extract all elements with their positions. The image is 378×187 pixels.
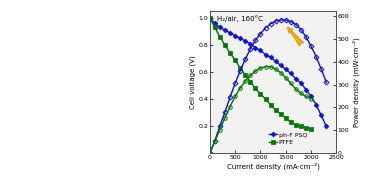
- ph-F PSQ: [279, 64, 283, 67]
- Line: ph-F PSQ: ph-F PSQ: [208, 16, 328, 128]
- PTFE: [248, 80, 253, 83]
- Line: PTFE: PTFE: [208, 16, 313, 131]
- ph-F PSQ: [208, 17, 212, 19]
- ph-F PSQ: [314, 103, 318, 106]
- PTFE: [208, 17, 212, 19]
- ph-F PSQ: [223, 29, 227, 31]
- ph-F PSQ: [294, 78, 298, 80]
- ph-F PSQ: [324, 125, 328, 127]
- PTFE: [258, 93, 263, 95]
- ph-F PSQ: [304, 89, 308, 91]
- Text: H₂/air, 160°C: H₂/air, 160°C: [217, 16, 263, 22]
- ph-F PSQ: [273, 60, 278, 62]
- PTFE: [299, 125, 303, 127]
- ph-F PSQ: [263, 53, 268, 56]
- ph-F PSQ: [268, 56, 273, 58]
- PTFE: [273, 109, 278, 111]
- Legend: ph-F PSQ, PTFE: ph-F PSQ, PTFE: [267, 130, 310, 147]
- ph-F PSQ: [243, 40, 248, 42]
- PTFE: [309, 128, 313, 130]
- X-axis label: Current density (mA·cm⁻²): Current density (mA·cm⁻²): [227, 163, 319, 170]
- PTFE: [218, 36, 222, 38]
- ph-F PSQ: [258, 49, 263, 52]
- Y-axis label: Power density (mW·cm⁻²): Power density (mW·cm⁻²): [352, 37, 360, 127]
- PTFE: [223, 44, 227, 46]
- PTFE: [263, 98, 268, 100]
- PTFE: [238, 67, 242, 69]
- ph-F PSQ: [238, 37, 242, 39]
- PTFE: [243, 74, 248, 76]
- Y-axis label: Cell voltage (V): Cell voltage (V): [189, 55, 196, 109]
- ph-F PSQ: [228, 32, 232, 34]
- PTFE: [294, 124, 298, 126]
- PTFE: [279, 113, 283, 115]
- PTFE: [212, 26, 217, 29]
- ph-F PSQ: [212, 22, 217, 24]
- PTFE: [288, 121, 293, 123]
- ph-F PSQ: [248, 43, 253, 45]
- PTFE: [228, 52, 232, 54]
- PTFE: [304, 126, 308, 129]
- ph-F PSQ: [309, 95, 313, 98]
- PTFE: [253, 87, 258, 90]
- PTFE: [233, 59, 237, 61]
- ph-F PSQ: [253, 47, 258, 49]
- ph-F PSQ: [319, 114, 324, 117]
- ph-F PSQ: [299, 82, 303, 84]
- PTFE: [268, 103, 273, 106]
- ph-F PSQ: [233, 34, 237, 37]
- ph-F PSQ: [288, 72, 293, 75]
- PTFE: [284, 117, 288, 119]
- ph-F PSQ: [218, 26, 222, 29]
- ph-F PSQ: [284, 68, 288, 70]
